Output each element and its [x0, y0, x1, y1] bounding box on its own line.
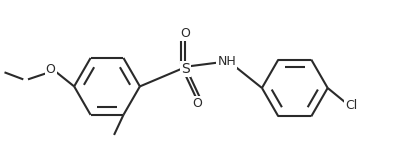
Text: O: O: [180, 27, 190, 40]
Text: O: O: [192, 97, 202, 110]
Text: S: S: [181, 62, 190, 76]
Text: Cl: Cl: [345, 99, 357, 112]
Text: NH: NH: [217, 55, 236, 68]
Text: O: O: [46, 63, 56, 76]
